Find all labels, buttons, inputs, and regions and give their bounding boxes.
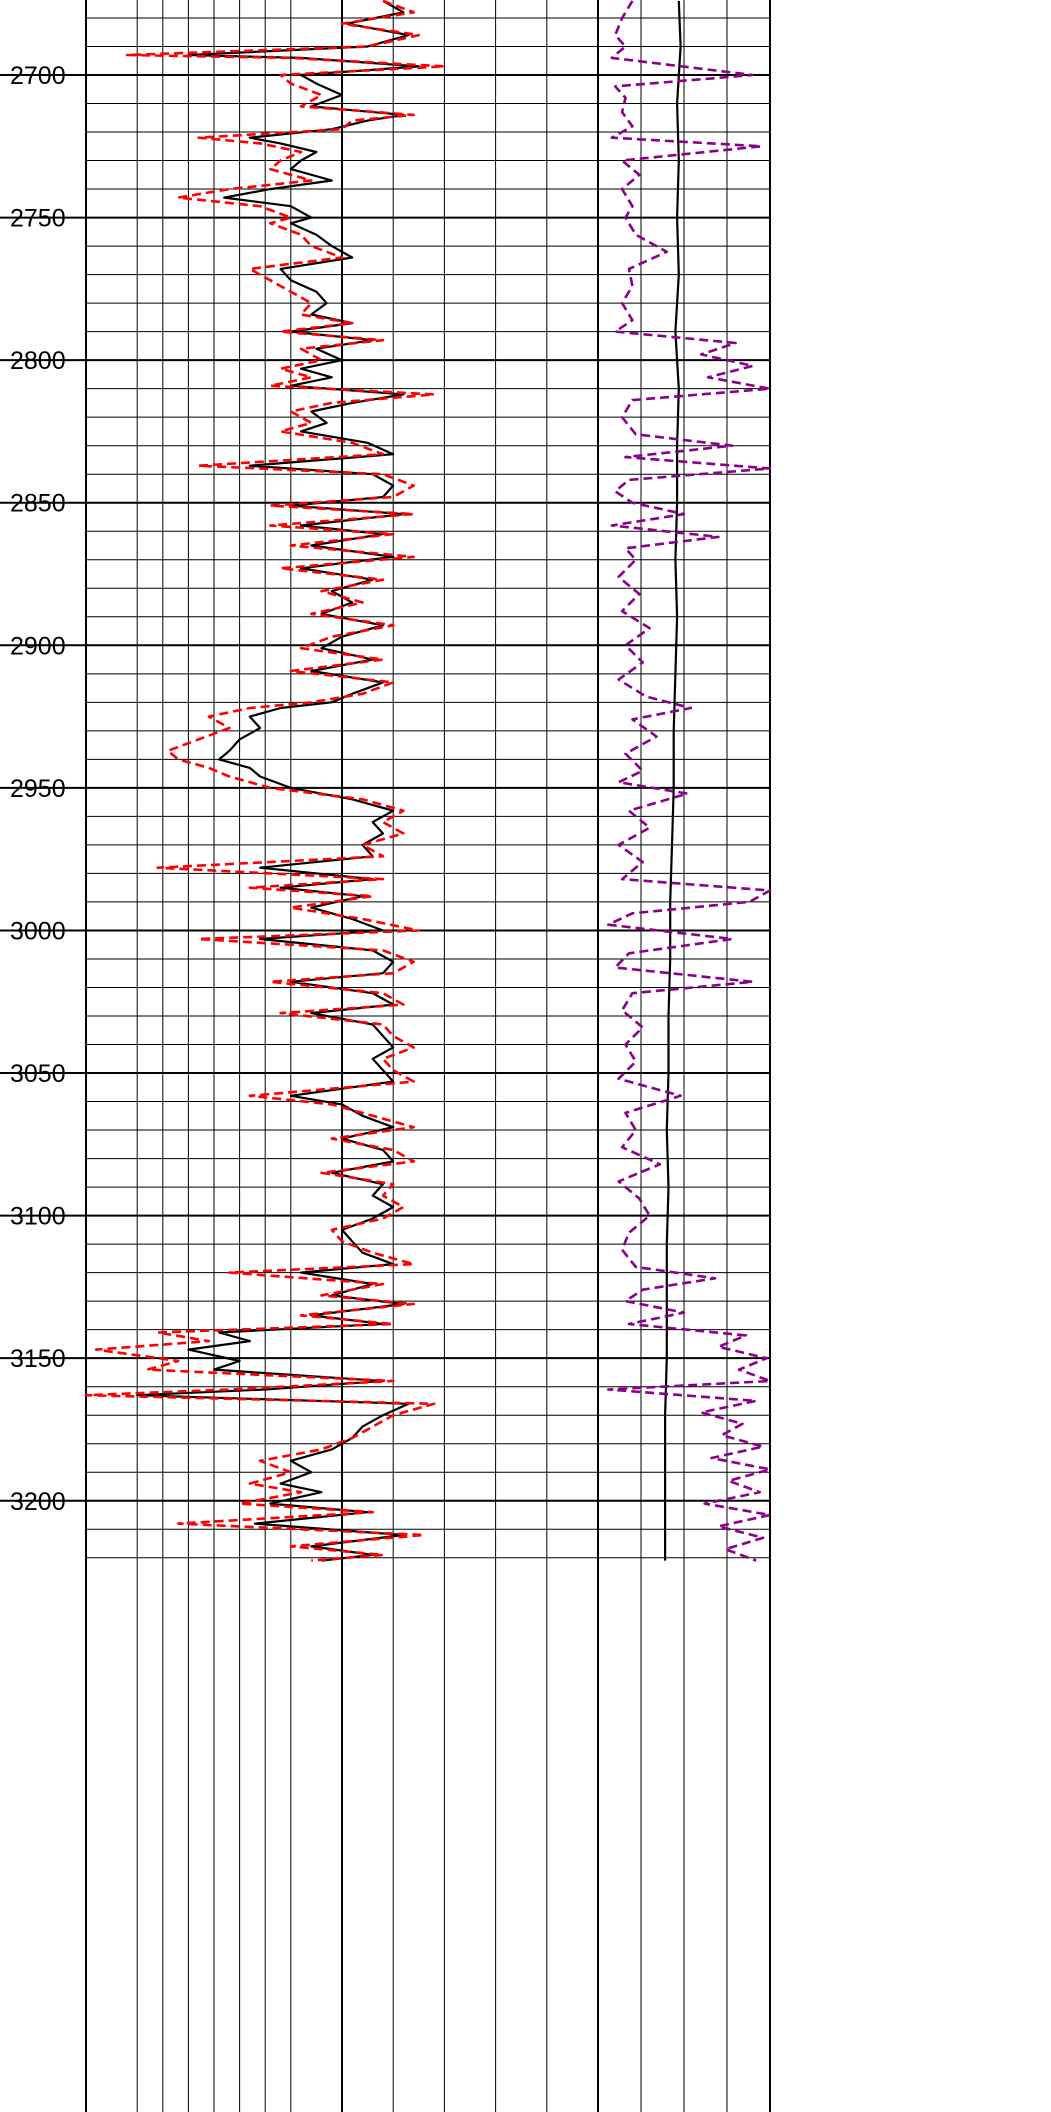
- depth-tick-label: 2700: [10, 62, 66, 90]
- solid-curve-track-2: [663, 0, 682, 1561]
- depth-tick-label: 2800: [10, 347, 66, 375]
- depth-tick-label: 3150: [10, 1345, 66, 1373]
- dashed-curve-track-1: [84, 0, 446, 1562]
- depth-tick-label: 3200: [10, 1488, 66, 1516]
- grid-layer: [0, 0, 771, 2112]
- depth-tick-label: 2850: [10, 490, 66, 518]
- depth-tick-label: 3000: [10, 917, 66, 945]
- depth-tick-label: 2900: [10, 632, 66, 660]
- depth-axis: 2700 2750 2800 2850 2900 2950 3000 3050 3100 3150…: [10, 62, 66, 1516]
- depth-tick-label: 2950: [10, 775, 66, 803]
- depth-tick-label: 3050: [10, 1060, 66, 1088]
- depth-tick-label: 2750: [10, 205, 66, 233]
- dashed-curve-track-2: [606, 0, 772, 1562]
- depth-tick-label: 3100: [10, 1203, 66, 1231]
- series-layer: [84, 0, 772, 1562]
